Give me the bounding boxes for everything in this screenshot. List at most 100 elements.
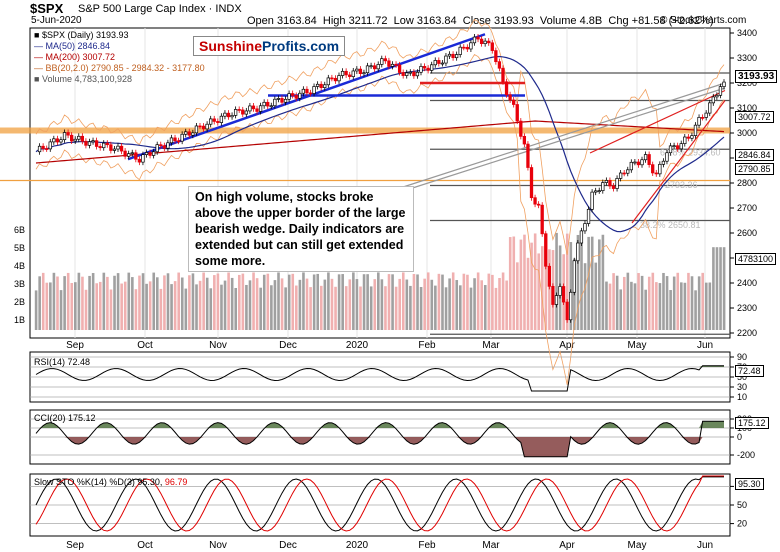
volume-bar: [722, 247, 726, 330]
candle-body: [636, 161, 641, 166]
volume-bar: [619, 289, 623, 330]
volume-bar: [441, 274, 444, 330]
volume-bar: [537, 253, 541, 330]
candle-body: [52, 138, 56, 143]
price-tick-label-3000: 3000: [737, 128, 757, 138]
ohlc-summary: Open 3163.84 High 3211.72 Low 3163.84 Cl…: [247, 15, 714, 27]
candle-body: [212, 118, 216, 122]
candle-body: [479, 38, 484, 45]
volume-bar: [530, 242, 533, 330]
volume-bar: [230, 277, 234, 330]
candle-body: [540, 204, 544, 235]
volume-bar: [580, 239, 583, 330]
candle-body: [412, 71, 416, 77]
candle-body: [643, 154, 648, 161]
candle-body: [380, 58, 384, 65]
month-label-top-5: Feb: [418, 340, 436, 351]
volume-bar: [583, 263, 587, 330]
volume-bar: [498, 277, 501, 330]
candle-body: [151, 151, 156, 156]
candle-body: [194, 125, 199, 134]
volume-bar: [106, 276, 109, 330]
volume-bar: [309, 287, 312, 330]
volume-bar: [633, 283, 637, 330]
candle-body: [394, 63, 398, 66]
volume-bar: [120, 283, 123, 330]
volume-bar: [213, 275, 216, 330]
volume-bar: [91, 273, 95, 330]
candle-body: [554, 295, 559, 305]
candle-body: [469, 42, 473, 50]
volume-bar: [405, 279, 409, 330]
volume-bar: [491, 274, 494, 330]
candle-body: [298, 92, 302, 99]
volume-bar: [180, 277, 184, 330]
wedge-line-1: [399, 87, 726, 193]
candle-body: [226, 112, 231, 118]
price-tick-label-2400: 2400: [737, 278, 757, 288]
candle-body: [458, 46, 462, 55]
legend-price: ■ $SPX (Daily) 3193.93: [34, 30, 129, 40]
volume-bar: [227, 272, 230, 330]
candle-body: [576, 242, 580, 262]
candle-body: [504, 81, 509, 96]
candle-body: [84, 140, 88, 146]
month-label-bottom-9: Jun: [697, 540, 713, 551]
badge-bb-lower: 2790.85: [735, 163, 774, 175]
badge-ma200: 3007.72: [735, 111, 774, 123]
volume-bar: [59, 290, 63, 330]
volume-bar: [483, 285, 487, 330]
open-value: 3163.84: [276, 15, 317, 27]
volume-bar: [412, 273, 416, 330]
candle-body: [551, 285, 555, 305]
month-label-top-8: May: [628, 340, 647, 351]
volume-bar: [451, 272, 455, 330]
candle-body: [255, 108, 259, 112]
price-tick-label-2700: 2700: [737, 203, 757, 213]
candle-body: [618, 172, 623, 179]
candle-body: [87, 141, 92, 146]
volume-bar: [49, 282, 52, 330]
volume-bar: [394, 286, 398, 330]
volume-bar: [337, 274, 341, 330]
volume-bar: [409, 285, 412, 330]
logo-part1: Sunshine: [199, 38, 263, 54]
volume-bar: [45, 282, 49, 330]
candle-body: [651, 164, 655, 174]
high-label: High: [322, 15, 346, 27]
volume-bar: [352, 272, 355, 330]
volume-bar: [494, 287, 498, 330]
candle-body: [626, 169, 630, 174]
volume-bar: [712, 247, 715, 330]
candle-body: [708, 102, 712, 114]
watermark[interactable]: © StockCharts.com: [660, 15, 747, 26]
volume-bar: [84, 289, 88, 330]
badge-rsi: 72.48: [735, 365, 764, 377]
volume-bar: [302, 272, 305, 330]
volume-bar: [398, 278, 402, 330]
candle-body: [166, 142, 170, 149]
exchange-text: INDX: [215, 3, 242, 15]
candle-body: [583, 223, 587, 232]
candle-body: [315, 83, 320, 87]
badge-sto: 95.30: [735, 478, 764, 490]
candle-body: [629, 161, 633, 171]
volume-bar: [697, 276, 701, 330]
candle-body: [351, 70, 355, 77]
candle-body: [508, 94, 512, 101]
candle-body: [672, 145, 676, 148]
candle-body: [408, 71, 412, 74]
candle-body: [622, 172, 626, 175]
volume-bar: [516, 262, 519, 330]
volume-bar: [198, 280, 202, 330]
candle-body: [273, 98, 277, 107]
candle-body: [201, 125, 206, 130]
candle-body: [615, 178, 619, 189]
badge-cci: 175.12: [735, 417, 769, 429]
candle-body: [633, 161, 637, 164]
candle-body: [80, 135, 84, 142]
volume-bar: [284, 287, 287, 330]
volume-bar: [676, 272, 680, 330]
volume-bar: [98, 281, 102, 330]
candle-body: [565, 301, 569, 321]
